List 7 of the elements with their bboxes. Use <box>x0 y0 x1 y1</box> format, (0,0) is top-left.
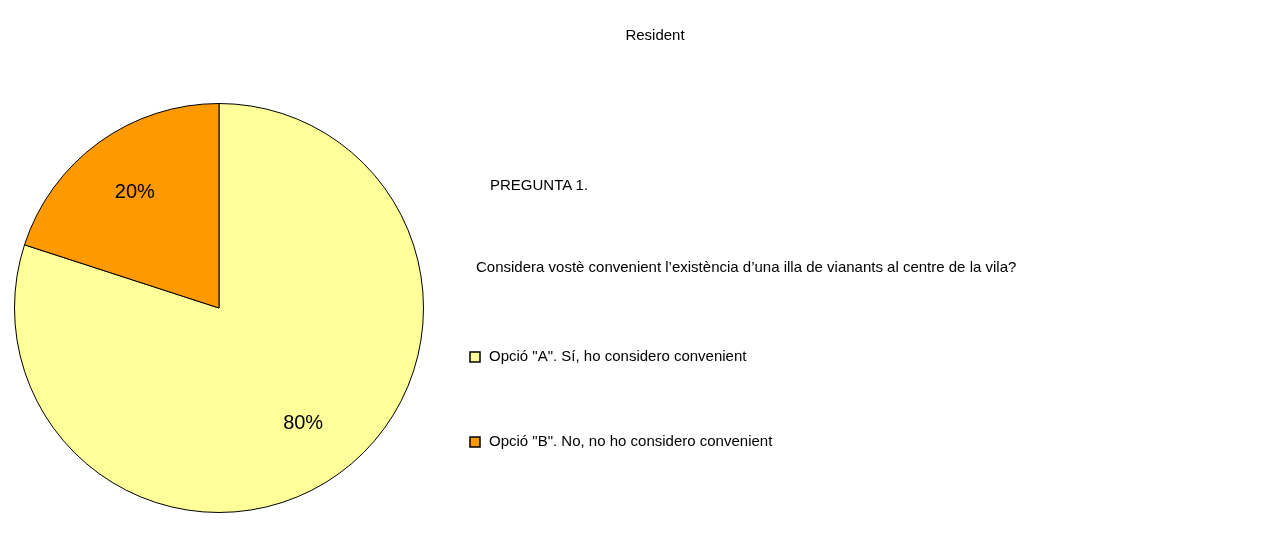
text: PREGUNTA 1. <box>490 176 589 194</box>
legend-label: Opció "A". Sí, ho considero convenient <box>489 347 748 365</box>
data-label: 80% <box>283 411 324 434</box>
text: Considera vostè convenient l’existència d’una illa de vianants al centre de la vila? <box>476 258 1017 276</box>
chart-title: Resident <box>625 26 686 44</box>
legend-label: Opció "B". No, no ho considero convenient <box>489 432 774 450</box>
data-label: 20% <box>114 179 156 202</box>
